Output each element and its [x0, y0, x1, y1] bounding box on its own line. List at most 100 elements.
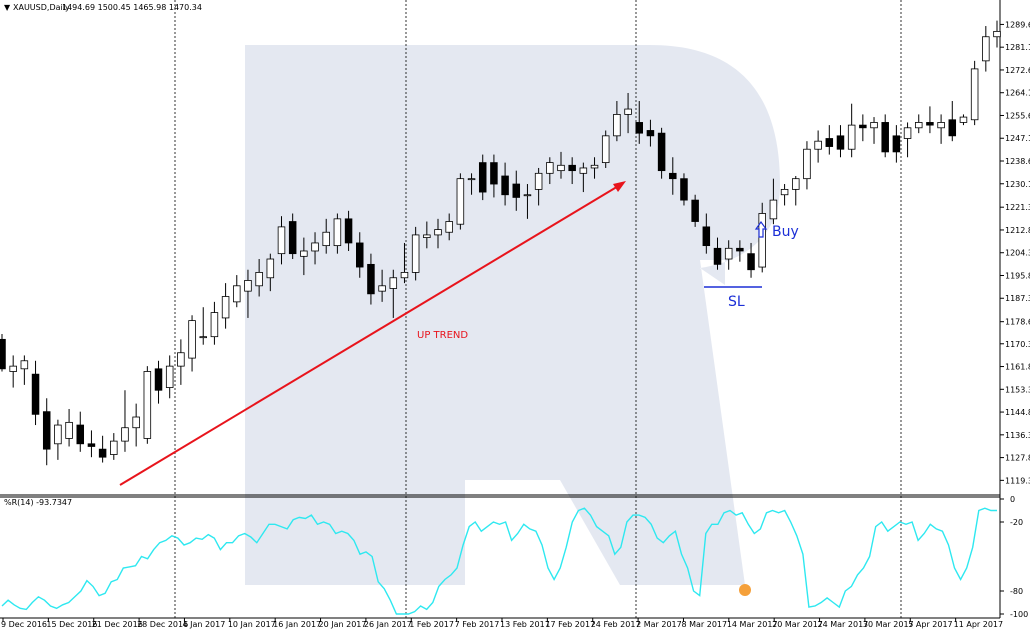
price-tick-label: 1187.35	[1005, 294, 1030, 303]
buy-label: Buy	[772, 224, 799, 240]
bull-candle	[322, 231, 330, 247]
time-tick-label: 8 Mar 2017	[681, 620, 727, 629]
bear-candle	[881, 122, 889, 153]
bull-candle	[54, 424, 62, 445]
bear-candle	[736, 247, 744, 252]
time-tick-label: 15 Dec 2016	[46, 620, 97, 629]
indicator-tick-label: -20	[1010, 518, 1023, 527]
bear-candle	[478, 162, 487, 193]
bear-candle	[713, 247, 722, 265]
price-tick-label: 1153.35	[1005, 385, 1030, 394]
time-tick-label: 30 Mar 2017	[863, 620, 914, 629]
time-tick-label: 24 Mar 2017	[818, 620, 869, 629]
bear-candle	[747, 253, 755, 271]
bull-candle	[579, 167, 588, 174]
bull-candle	[188, 320, 196, 359]
bear-candle	[490, 162, 498, 185]
bull-candle	[758, 213, 766, 268]
bull-candle	[792, 178, 800, 190]
bull-candle	[814, 140, 822, 150]
time-tick-label: 11 Apr 2017	[954, 620, 1003, 629]
trend-arrow-line[interactable]	[119, 184, 621, 486]
time-tick-label: 2 Mar 2017	[636, 620, 682, 629]
bear-candle	[0, 338, 6, 370]
stop-loss-label: SL	[728, 294, 745, 310]
price-tick-label: 1195.85	[1005, 271, 1030, 280]
bull-candle	[423, 234, 431, 238]
bull-candle	[434, 229, 442, 236]
header-triangle-icon: ▼	[4, 3, 11, 12]
price-tick-label: 1119.35	[1005, 476, 1030, 485]
price-tick-label: 1272.60	[1005, 66, 1030, 75]
bull-candle	[210, 312, 219, 338]
time-tick-label: 7 Feb 2017	[455, 620, 500, 629]
bull-candle	[177, 352, 185, 367]
bull-candle	[769, 199, 778, 220]
indicator-tick-label: -100	[1010, 610, 1028, 619]
bull-candle	[613, 114, 621, 137]
bull-candle	[378, 285, 386, 292]
price-tick-label: 1264.10	[1005, 89, 1030, 98]
vertical-gridlines	[174, 0, 902, 618]
bull-candle	[266, 258, 275, 279]
bull-candle	[624, 108, 632, 115]
time-tick-label: 20 Mar 2017	[772, 620, 823, 629]
bull-candle	[456, 178, 465, 225]
bull-candle	[523, 194, 532, 197]
time-tick-label: 9 Dec 2016	[1, 620, 47, 629]
ohlc-values: 1494.69 1500.45 1465.98 1470.34	[62, 3, 202, 12]
bear-candle	[657, 132, 666, 172]
time-tick-label: 14 Mar 2017	[727, 620, 778, 629]
price-tick-label: 1238.60	[1005, 157, 1030, 166]
price-tick-label: 1247.10	[1005, 134, 1030, 143]
bear-candle	[702, 226, 711, 247]
bull-candle	[780, 188, 789, 196]
bear-candle	[512, 183, 521, 198]
bull-candle	[221, 296, 230, 319]
time-tick-label: 24 Feb 2017	[591, 620, 641, 629]
price-tick-label: 1144.85	[1005, 408, 1030, 417]
time-tick-label: 4 Jan 2017	[182, 620, 225, 629]
bull-candle	[970, 68, 979, 121]
brand-watermark	[245, 45, 780, 585]
bear-candle	[87, 443, 96, 447]
bear-candle	[355, 242, 364, 268]
price-tick-label: 1204.35	[1005, 249, 1030, 258]
bull-candle	[557, 164, 565, 172]
price-tick-label: 1289.60	[1005, 20, 1030, 29]
bear-candle	[42, 411, 51, 450]
bear-candle	[948, 119, 957, 137]
bear-candle	[568, 164, 576, 172]
williams-r-line	[1, 507, 997, 615]
time-tick-label: 5 Apr 2017	[908, 620, 952, 629]
time-tick-label: 16 Jan 2017	[273, 620, 321, 629]
bull-candle	[311, 242, 319, 252]
bull-candle	[132, 416, 140, 429]
bear-candle	[288, 221, 297, 255]
trend-label: UP TREND	[417, 330, 468, 341]
bull-candle	[959, 116, 968, 123]
bear-candle	[76, 424, 85, 445]
bear-candle	[367, 263, 375, 295]
bear-candle	[31, 373, 40, 415]
price-tick-label: 1127.85	[1005, 454, 1030, 463]
bull-candle	[121, 427, 129, 442]
bull-candle	[601, 135, 610, 164]
bull-candle	[165, 365, 174, 388]
indicator-title: %R(14) -93.7347	[4, 498, 72, 507]
bear-candle	[344, 218, 353, 244]
bull-candle	[546, 162, 554, 174]
watermark-letter-shape	[245, 45, 780, 585]
bear-candle	[669, 172, 677, 180]
bear-candle	[836, 135, 845, 150]
bear-candle	[691, 199, 699, 222]
time-tick-label: 13 Feb 2017	[500, 620, 550, 629]
time-tick-label: 26 Jan 2017	[364, 620, 412, 629]
bull-candle	[9, 365, 17, 372]
price-tick-label: 1178.60	[1005, 318, 1030, 327]
bear-candle	[926, 122, 934, 126]
indicator-tick-label: -80	[1010, 587, 1023, 596]
bull-candle	[255, 272, 263, 287]
bear-candle	[501, 175, 509, 196]
